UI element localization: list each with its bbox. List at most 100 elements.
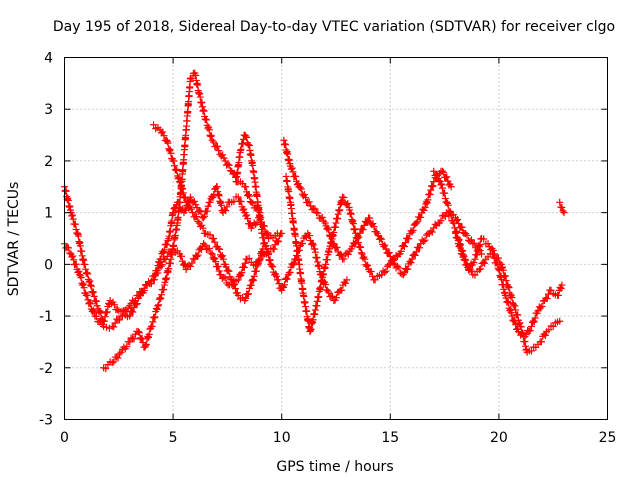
data-point bbox=[234, 193, 242, 201]
data-point-run bbox=[118, 304, 132, 320]
data-point-run bbox=[305, 198, 319, 214]
data-point-run bbox=[554, 283, 565, 299]
y-tick-label: -2 bbox=[39, 361, 53, 377]
data-point-run bbox=[314, 209, 328, 225]
data-point bbox=[408, 255, 416, 263]
data-point-run bbox=[236, 293, 247, 303]
y-tick-label: 4 bbox=[44, 51, 53, 67]
series-track-4 bbox=[150, 121, 268, 305]
data-point-run bbox=[267, 232, 279, 242]
data-point bbox=[87, 281, 95, 289]
data-point-run bbox=[229, 280, 241, 297]
data-point-run bbox=[291, 230, 303, 264]
data-point-run bbox=[413, 205, 428, 226]
data-point-run bbox=[102, 323, 113, 332]
data-point-run bbox=[509, 316, 522, 333]
data-point bbox=[382, 245, 390, 253]
data-point-run bbox=[236, 178, 247, 188]
data-point bbox=[491, 250, 499, 258]
data-point-run bbox=[484, 250, 494, 261]
series-track-8 bbox=[430, 167, 566, 341]
data-point-run bbox=[222, 263, 235, 283]
data-point bbox=[150, 121, 158, 129]
data-point-run bbox=[525, 347, 535, 355]
data-point-run bbox=[81, 260, 94, 286]
x-tick-label: 5 bbox=[169, 430, 178, 446]
data-point bbox=[200, 240, 208, 248]
data-point-run bbox=[532, 340, 542, 351]
data-point-run bbox=[108, 298, 121, 314]
data-point-run bbox=[62, 243, 74, 257]
data-point-run bbox=[348, 232, 363, 250]
data-point-run bbox=[466, 259, 478, 270]
data-point-run bbox=[522, 326, 534, 339]
data-point bbox=[556, 198, 564, 206]
data-point-run bbox=[400, 257, 415, 277]
plot-frame bbox=[64, 57, 608, 420]
series-track-5 bbox=[232, 131, 351, 305]
data-point bbox=[549, 322, 557, 330]
data-point-run bbox=[196, 90, 209, 123]
data-point-run bbox=[285, 259, 298, 277]
data-point bbox=[330, 240, 338, 248]
series-track-6 bbox=[282, 167, 455, 336]
y-tick-label: 0 bbox=[44, 257, 53, 273]
data-point-run bbox=[331, 288, 343, 304]
data-point bbox=[234, 291, 242, 299]
data-point-run bbox=[331, 243, 345, 259]
data-point-run bbox=[313, 273, 327, 310]
data-point-run bbox=[517, 323, 531, 354]
data-point bbox=[321, 219, 329, 227]
data-point-run bbox=[209, 234, 221, 251]
data-point-run bbox=[300, 292, 314, 332]
data-point-run bbox=[427, 220, 441, 236]
y-tick-label: -1 bbox=[39, 309, 53, 325]
data-point bbox=[208, 250, 216, 258]
data-point-run bbox=[517, 330, 527, 339]
grid-lines bbox=[64, 57, 608, 420]
data-point-run bbox=[182, 75, 194, 134]
data-point-run bbox=[171, 247, 181, 256]
data-point-run bbox=[144, 272, 158, 287]
data-point-run bbox=[268, 262, 280, 280]
data-point bbox=[447, 183, 455, 191]
data-point-run bbox=[287, 164, 302, 189]
data-point-run bbox=[165, 210, 177, 240]
data-point-run bbox=[325, 288, 337, 301]
data-point-run bbox=[357, 217, 371, 234]
data-point-run bbox=[259, 234, 270, 250]
data-point-run bbox=[194, 207, 206, 221]
data-point-run bbox=[242, 183, 254, 206]
data-point-run bbox=[409, 243, 424, 259]
data-point-run bbox=[223, 160, 234, 175]
x-tick-label: 25 bbox=[599, 430, 617, 446]
y-tick-label: 2 bbox=[44, 154, 53, 170]
data-point bbox=[464, 266, 472, 274]
y-tick-label: 1 bbox=[44, 206, 53, 222]
data-point bbox=[254, 260, 262, 268]
chart-title: Day 195 of 2018, Sidereal Day-to-day VTE… bbox=[53, 19, 615, 35]
data-point-run bbox=[148, 305, 161, 330]
data-point-run bbox=[359, 253, 372, 270]
data-point-run bbox=[201, 241, 215, 257]
data-point-run bbox=[305, 232, 317, 249]
y-tick-labels: -3 -2 -1 0 1 2 3 4 bbox=[39, 51, 53, 429]
data-point-run bbox=[436, 211, 449, 227]
data-point-run bbox=[453, 216, 467, 236]
data-point-run bbox=[102, 358, 114, 373]
data-point-run bbox=[191, 71, 203, 97]
data-point-run bbox=[207, 185, 220, 203]
data-point-run bbox=[155, 286, 168, 309]
data-point-run bbox=[188, 197, 200, 209]
data-point bbox=[527, 322, 535, 330]
data-point-run bbox=[161, 259, 174, 286]
series-track-9 bbox=[451, 229, 564, 356]
y-axis-label: SDTVAR / TECUs bbox=[6, 182, 22, 297]
data-point-run bbox=[282, 177, 294, 202]
data-point bbox=[247, 198, 255, 206]
data-point-run bbox=[61, 187, 74, 214]
data-point-run bbox=[477, 258, 489, 273]
series-track-10 bbox=[556, 198, 568, 217]
data-point-run bbox=[366, 214, 380, 236]
x-tick-labels: 0 5 10 15 20 25 bbox=[60, 430, 616, 446]
